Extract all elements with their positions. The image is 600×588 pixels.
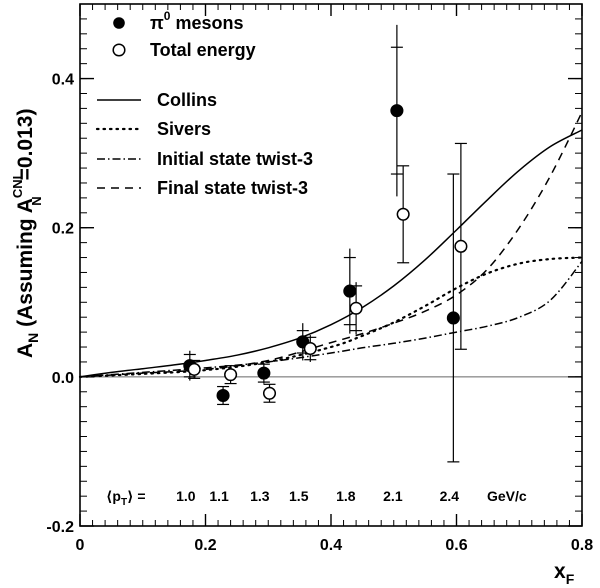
y-tick-label: 0.0	[52, 370, 74, 387]
pi0-point-1	[216, 385, 230, 406]
pt-label: ⟨pT⟩ =	[106, 488, 146, 508]
legend: π0 mesons Total energy Collins Sivers In…	[95, 9, 313, 198]
legend-marker-pi0	[113, 17, 125, 29]
total-point-6	[454, 142, 468, 350]
curve-solid-0	[79, 129, 583, 378]
curve-dash-dot-2	[79, 260, 583, 378]
legend-label-collins: Collins	[157, 90, 217, 110]
curve-dotted-1	[78, 256, 584, 378]
filled-marker	[390, 104, 404, 118]
y-axis-title: AN (Assuming ACNIN=0.013)	[10, 109, 44, 358]
total-point-0	[187, 359, 201, 379]
pt-value: 1.3	[250, 488, 270, 504]
x-tick-label: 0.4	[320, 537, 342, 554]
x-tick-label: 0.2	[194, 537, 216, 554]
open-marker	[349, 301, 363, 315]
total-point-4	[349, 282, 363, 335]
axis-ticks: 0 0.2 0.4 0.6 0.8 -0.2 0.0 0.2 0.4	[46, 3, 593, 554]
pt-value: 1.0	[176, 488, 196, 504]
legend-label-initial: Initial state twist-3	[157, 149, 313, 169]
pt-unit: GeV/c	[487, 488, 527, 504]
pi0-point-4	[343, 248, 357, 334]
filled-marker	[446, 311, 460, 325]
pt-annotation: ⟨pT⟩ = 1.0 1.1 1.3 1.5 1.8 2.1 2.4 GeV/c	[106, 488, 527, 508]
pi0-point-6	[446, 173, 460, 463]
legend-label-sivers: Sivers	[157, 119, 211, 139]
total-point-3	[303, 335, 317, 362]
pt-value: 2.4	[440, 488, 460, 504]
open-marker	[262, 386, 277, 400]
pt-values: 1.0 1.1 1.3 1.5 1.8 2.1 2.4	[176, 488, 459, 504]
open-marker	[396, 207, 410, 221]
pi0-point-5	[390, 24, 404, 197]
legend-label-total: Total energy	[150, 40, 256, 60]
pt-value: 2.1	[383, 488, 403, 504]
x-axis-title: xF	[554, 560, 575, 587]
curve-dashed-3	[79, 111, 583, 378]
open-marker	[224, 368, 238, 382]
filled-marker	[216, 388, 230, 403]
filled-marker	[343, 284, 357, 298]
x-tick-label: 0.8	[571, 537, 593, 554]
open-marker	[454, 239, 468, 253]
legend-marker-total	[112, 43, 126, 57]
data-points	[183, 24, 468, 463]
total-point-2	[262, 383, 277, 403]
y-tick-label: 0.4	[52, 72, 74, 89]
pi0-point-2	[257, 362, 271, 384]
legend-label-final: Final state twist-3	[157, 178, 308, 198]
total-point-5	[396, 165, 410, 264]
legend-label-pi0: π0 mesons	[150, 9, 244, 33]
open-marker	[187, 362, 201, 376]
total-point-1	[224, 365, 238, 385]
pt-value: 1.8	[336, 488, 356, 504]
x-tick-label: 0	[76, 537, 85, 554]
filled-marker	[257, 366, 271, 380]
pt-value: 1.1	[209, 488, 229, 504]
y-tick-label: -0.2	[46, 519, 74, 536]
open-marker	[303, 341, 317, 356]
pt-value: 1.5	[289, 488, 309, 504]
y-tick-label: 0.2	[52, 221, 74, 238]
theory-curves	[78, 111, 584, 378]
x-tick-label: 0.6	[445, 537, 467, 554]
